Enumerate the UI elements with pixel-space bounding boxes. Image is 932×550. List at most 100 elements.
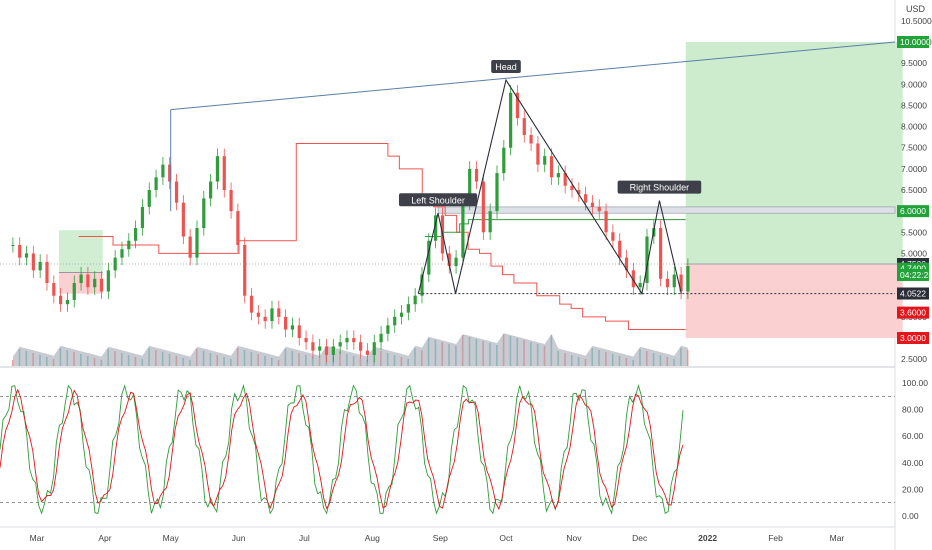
zones-layer: [0, 42, 903, 338]
candle-body: [236, 211, 240, 245]
right-shoulder-label-bg: [617, 180, 702, 194]
oscillator-tick: 0.00: [902, 511, 919, 521]
price-badge-bg: [897, 287, 929, 300]
price-badge: 4.0522: [900, 289, 926, 299]
target-zone: [685, 42, 903, 264]
candle-body: [79, 274, 83, 284]
candle-body: [536, 143, 540, 165]
candle-body: [140, 206, 145, 229]
time-tick: Aug: [365, 533, 380, 543]
price-tick: 9.5000: [901, 58, 927, 68]
candle-body: [618, 240, 622, 258]
resistance-band: [437, 206, 896, 214]
candle-body: [120, 249, 124, 258]
candle-body: [386, 325, 390, 334]
head-label-bg: [491, 60, 521, 74]
candle-body: [99, 278, 104, 292]
price-tick: 5.5000: [901, 227, 927, 237]
candle-body: [72, 283, 76, 300]
price-badge-bg: [897, 268, 929, 281]
price-tick: 9.0000: [901, 79, 927, 89]
candle-body: [338, 342, 342, 347]
candle-body: [611, 232, 615, 241]
price-badge: 6.0000: [900, 206, 926, 216]
candle-body: [481, 181, 485, 233]
price-tick: 8.0000: [901, 122, 927, 132]
candle-body: [379, 333, 383, 343]
candle-body: [352, 338, 356, 343]
oscillator-tick: 100.00: [902, 378, 928, 388]
time-tick: Jul: [299, 533, 310, 543]
candle-body: [52, 283, 56, 296]
candle-body: [672, 274, 676, 288]
candle-body: [543, 156, 547, 165]
price-badge: 4.7400: [900, 264, 926, 274]
candle-body: [604, 211, 608, 233]
candle-body: [195, 228, 199, 258]
candle-body: [209, 181, 213, 199]
candle-body: [249, 295, 254, 313]
candle-body: [188, 236, 192, 258]
candle-body: [127, 240, 131, 250]
candle-body: [468, 168, 472, 203]
candle-body: [154, 177, 158, 190]
candle-body: [686, 266, 690, 292]
candle-body: [174, 181, 179, 203]
oscillator-tick: 40.00: [902, 458, 924, 468]
time-tick: Oct: [499, 533, 513, 543]
price-axis[interactable]: 10.5000 10.0000 9.5000 9.0000 8.5000 8.0000 7.…: [897, 16, 932, 364]
time-tick: Apr: [98, 533, 111, 543]
candle-body: [461, 202, 465, 258]
candle-body: [427, 240, 431, 275]
candle-body: [359, 342, 363, 351]
candle-body: [65, 299, 70, 305]
candle-body: [263, 316, 267, 322]
candle-body: [570, 185, 574, 190]
price-tick: 10.5000: [901, 16, 932, 26]
candle-body: [495, 173, 499, 212]
candle-body: [413, 295, 417, 305]
right-shoulder-label: Right Shoulder: [630, 183, 690, 193]
candle-body: [168, 164, 172, 182]
price-tick: 2.5000: [901, 354, 927, 364]
candle-body: [345, 338, 349, 343]
pattern-layer[interactable]: Head Left Shoulder Right Shoulder: [170, 41, 896, 296]
currency-label: USD: [906, 4, 926, 14]
candle-body: [563, 173, 567, 186]
candle-body: [515, 92, 520, 119]
candle-body: [222, 156, 226, 190]
price-tick: 5.0000: [901, 248, 927, 258]
stop-lower-line: [424, 219, 686, 238]
candle-body: [434, 215, 438, 241]
time-tick: Sep: [433, 533, 448, 543]
candle-body: [509, 92, 513, 148]
candle-body: [454, 257, 458, 267]
volume-ma-area: [12, 333, 688, 366]
head-shoulders-pattern: [417, 78, 682, 296]
candle-body: [529, 135, 533, 144]
candle-body: [624, 257, 629, 271]
candle-body: [577, 190, 581, 195]
price-badge-bg: [897, 36, 929, 48]
trend-line: [170, 41, 896, 111]
candle-body: [270, 308, 274, 322]
candle-body: [290, 325, 295, 330]
stoch-k-line: [0, 383, 684, 515]
candle-body: [297, 325, 301, 338]
price-badge-bg: [897, 306, 929, 319]
candle-body: [38, 261, 42, 271]
candle-body: [679, 274, 683, 292]
candle-body: [502, 147, 506, 174]
head-label: Head: [495, 62, 517, 72]
candle-body: [638, 283, 642, 288]
candle-body: [420, 274, 424, 296]
candle-body: [522, 118, 526, 136]
time-tick: Mar: [830, 533, 845, 543]
candle-body: [277, 308, 281, 317]
candle-body: [365, 350, 370, 355]
price-tick: 7.0000: [901, 164, 927, 174]
time-axis[interactable]: Mar Apr May Jun Jul Aug Sep Oct Nov Dec 2022 Feb Mar: [30, 533, 845, 543]
stop-zone: [685, 264, 903, 338]
candle-body: [106, 270, 110, 292]
